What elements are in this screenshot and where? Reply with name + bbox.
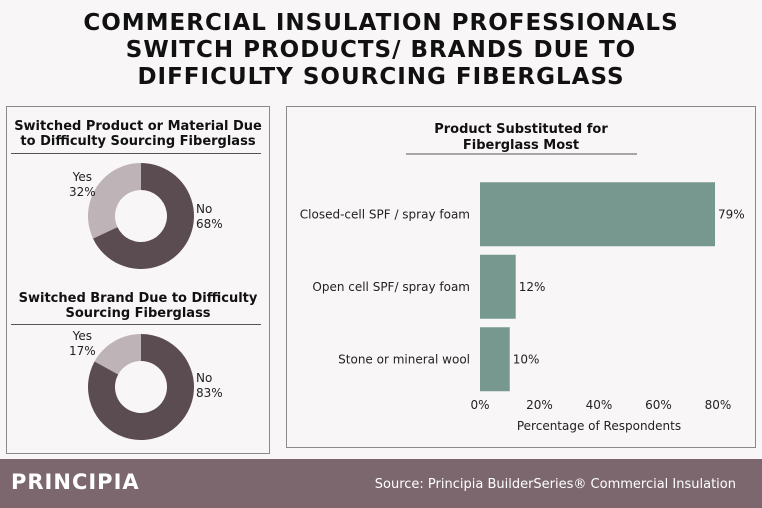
bar-chart-title-line-2: Fiberglass Most xyxy=(463,138,579,153)
donut-2-slice-no xyxy=(88,334,194,440)
footer-bar: PRINCIPIA Source: Principia BuilderSerie… xyxy=(0,459,762,508)
donut-2-slice-yes xyxy=(94,334,141,375)
donut-1-label-yes: Yes 32% xyxy=(69,170,96,200)
donut-2-chart xyxy=(88,334,194,440)
bar-chart-title-line-1: Product Substituted for xyxy=(434,122,608,137)
bar-category-label: Closed-cell SPF / spray foam xyxy=(300,207,470,221)
brand-logo: PRINCIPIA xyxy=(11,470,140,494)
bar-value-label: 10% xyxy=(513,352,540,366)
donut-1-label-yes-name: Yes xyxy=(72,170,93,184)
donut-2-label-yes: Yes 17% xyxy=(69,329,96,359)
donut-charts-panel: Switched Product or Material Due to Diff… xyxy=(6,106,270,454)
donut-2-label-yes-value: 17% xyxy=(69,344,96,358)
page-title-line-1: COMMERCIAL INSULATION PROFESSIONALS xyxy=(83,10,679,36)
donut-1-title-line-1: Switched Product or Material Due xyxy=(14,119,262,134)
bar xyxy=(480,327,510,392)
bar-value-label: 12% xyxy=(519,280,546,294)
source-note: Source: Principia BuilderSeries® Commerc… xyxy=(374,477,736,492)
donut-1-title-line-2: to Difficulty Sourcing Fiberglass xyxy=(20,134,256,149)
x-tick-label: 60% xyxy=(645,398,672,412)
bar-chart-x-axis-label: Percentage of Respondents xyxy=(517,419,681,433)
donut-2-title-line-1: Switched Brand Due to Difficulty xyxy=(18,291,258,306)
bar-chart-panel: Product Substituted for Fiberglass Most … xyxy=(286,106,756,448)
donut-2-label-yes-name: Yes xyxy=(72,329,93,343)
donut-1-label-no: No 68% xyxy=(196,202,223,232)
donut-1-title: Switched Product or Material Due to Diff… xyxy=(7,119,269,149)
donut-2-title-rule xyxy=(11,324,261,325)
donut-2-label-no: No 83% xyxy=(196,371,223,401)
bar-category-label: Open cell SPF/ spray foam xyxy=(312,280,470,294)
donut-1-label-yes-value: 32% xyxy=(69,185,96,199)
donut-2-title-line-2: Sourcing Fiberglass xyxy=(65,306,211,321)
donut-1-title-rule xyxy=(11,153,261,154)
bar xyxy=(480,254,516,319)
donut-2-label-no-name: No xyxy=(196,371,213,385)
bar-chart: Product Substituted for Fiberglass Most … xyxy=(300,122,745,433)
donut-2-label-no-value: 83% xyxy=(196,386,223,400)
donut-1-chart xyxy=(88,163,194,269)
x-tick-label: 40% xyxy=(586,398,613,412)
donut-1-label-no-name: No xyxy=(196,202,213,216)
x-tick-label: 0% xyxy=(470,398,489,412)
x-tick-label: 20% xyxy=(526,398,553,412)
bar xyxy=(480,182,716,247)
bar-value-label: 79% xyxy=(718,207,745,221)
page-title-line-2: SWITCH PRODUCTS/ BRANDS DUE TO xyxy=(125,37,637,63)
page-title-line-3: DIFFICULTY SOURCING FIBERGLASS xyxy=(137,64,625,90)
donut-1-slice-no xyxy=(93,163,194,269)
donut-1-label-no-value: 68% xyxy=(196,217,223,231)
bar-category-label: Stone or mineral wool xyxy=(338,352,470,366)
donut-1-slice-yes xyxy=(88,163,141,239)
x-tick-label: 80% xyxy=(705,398,732,412)
donut-2-title: Switched Brand Due to Difficulty Sourcin… xyxy=(7,291,269,321)
page-title: COMMERCIAL INSULATION PROFESSIONALS SWIT… xyxy=(0,10,762,91)
